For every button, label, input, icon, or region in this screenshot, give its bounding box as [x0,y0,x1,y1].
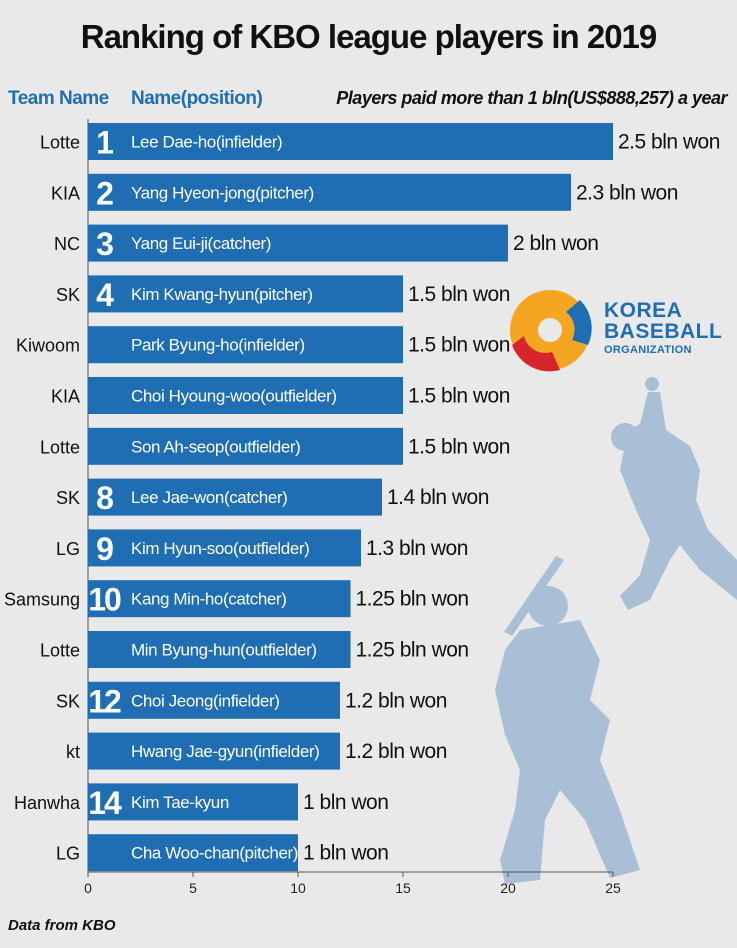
player-name-label: Choi Hyoung-woo(outfielder) [131,387,337,406]
player-name-label: Kang Min-ho(catcher) [131,590,286,609]
team-label: KIA [51,387,80,407]
team-label: Lotte [40,641,80,661]
team-label: Hanwha [14,793,81,813]
rank-label: 2 [96,175,113,211]
player-name-label: Kim Hyun-soo(outfielder) [131,539,309,558]
team-label: NC [54,234,80,254]
bar [88,377,403,414]
bar [88,580,351,618]
team-label: SK [56,691,80,711]
player-name-label: Min Byung-hun(outfielder) [131,641,317,660]
x-tick-label: 25 [605,880,621,896]
team-label: SK [56,285,80,305]
team-label: kt [66,742,80,762]
rank-label: 10 [88,582,121,618]
value-label: 1.5 bln won [408,283,510,306]
rank-label: 8 [96,480,113,516]
pitcher-silhouette-icon [611,377,737,610]
value-label: 1.25 bln won [356,639,469,662]
logo-line-3: ORGANIZATION [604,344,692,356]
value-label: 1.25 bln won [356,588,469,611]
kbo-logo-text: KOREA BASEBALL ORGANIZATION [604,300,722,356]
value-label: 1.2 bln won [345,689,447,712]
rank-label: 1 [96,125,113,161]
bar [88,173,571,211]
logo-line-1: KOREA [604,299,683,322]
rank-label: 14 [88,785,122,821]
bar [88,478,382,516]
rank-label: 12 [88,683,121,719]
logo-line-2: BASEBALL [604,320,723,343]
team-label: Kiwoom [16,336,80,356]
team-label: Samsung [4,590,80,610]
player-name-label: Hwang Jae-gyun(infielder) [131,742,319,761]
value-label: 1 bln won [303,842,388,865]
player-name-label: Kim Tae-kyun [131,793,229,812]
player-name-label: Yang Hyeon-jong(pitcher) [131,183,314,202]
team-label: SK [56,488,80,508]
team-label: LG [56,844,80,864]
value-label: 2 bln won [513,232,598,255]
bar [88,529,361,567]
value-label: 1.5 bln won [408,334,510,357]
value-label: 1.2 bln won [345,740,447,763]
value-label: 1.5 bln won [408,385,510,408]
player-name-label: Choi Jeong(infielder) [131,691,279,710]
rank-label: 9 [96,531,113,567]
value-label: 2.3 bln won [576,181,678,204]
x-tick-label: 20 [500,880,516,896]
bar [88,224,508,262]
kbo-logo-icon [510,290,592,372]
player-name-label: Park Byung-ho(infielder) [131,336,305,355]
value-label: 1.4 bln won [387,486,489,509]
team-label: Lotte [40,437,80,457]
x-tick-label: 10 [290,880,306,896]
bar [88,834,298,872]
x-tick-label: 0 [84,880,92,896]
x-tick-label: 5 [189,880,197,896]
bar [88,326,403,364]
team-name-header: Team Name [8,88,109,109]
value-label: 2.5 bln won [618,131,720,154]
team-label: KIA [51,183,80,203]
bar [88,631,351,668]
bar [88,681,340,719]
player-name-label: Cha Woo-chan(pitcher) [131,844,298,863]
bar [88,732,340,770]
x-tick-label: 15 [395,880,411,896]
bar [88,783,298,821]
bar [88,275,403,313]
value-label: 1.5 bln won [408,435,510,458]
value-label: 1.3 bln won [366,537,468,560]
player-name-label: Lee Jae-won(catcher) [131,488,287,507]
player-name-label: Yang Eui-ji(catcher) [131,234,271,253]
team-label: LG [56,539,80,559]
rank-label: 4 [96,277,114,313]
player-name-label: Kim Kwang-hyun(pitcher) [131,285,313,304]
player-name-label: Son Ah-seop(outfielder) [131,437,300,456]
rank-label: 3 [96,226,113,262]
batter-silhouette-icon [495,556,640,884]
bar [88,123,613,160]
bar [88,427,403,465]
player-name-header: Name(position) [131,88,263,109]
team-label: Lotte [40,133,80,153]
threshold-note: Players paid more than 1 bln(US$888,257)… [336,88,727,108]
data-source: Data from KBO [8,917,116,934]
player-name-label: Lee Dae-ho(infielder) [131,133,282,152]
chart-title: Ranking of KBO league players in 2019 [80,18,658,55]
value-label: 1 bln won [303,791,388,814]
